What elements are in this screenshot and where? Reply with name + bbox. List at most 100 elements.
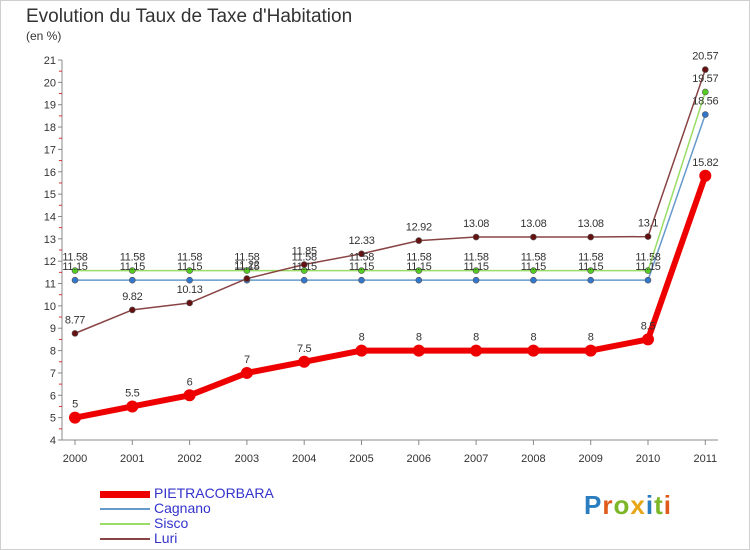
- legend-swatch: [100, 490, 150, 498]
- x-tick-label: 2007: [464, 453, 488, 465]
- data-label: 7: [244, 354, 250, 366]
- data-label: 11.58: [635, 252, 660, 264]
- data-label: 11.15: [292, 261, 317, 273]
- data-point: [587, 276, 595, 284]
- data-point: [129, 306, 136, 314]
- data-label: 9.82: [122, 291, 142, 303]
- data-point: [243, 267, 251, 274]
- legend-swatch: [100, 508, 150, 510]
- series-line-pietracorbara: [74, 174, 709, 421]
- x-tick-label: 2003: [235, 453, 259, 465]
- data-point: [530, 276, 537, 284]
- proxiti-logo: Proxiti: [584, 490, 672, 521]
- data-label: 11.15: [349, 261, 374, 273]
- data-label: 11.58: [521, 252, 546, 264]
- data-label: 11.85: [292, 246, 317, 258]
- y-tick-label: 18: [44, 122, 56, 134]
- x-tick-label: 2000: [63, 453, 87, 465]
- data-label: 11.15: [578, 261, 603, 273]
- y-tick-label: 15: [44, 189, 56, 201]
- data-label: 11.58: [349, 252, 374, 264]
- logo-letter: o: [613, 490, 631, 520]
- data-point: [71, 276, 79, 284]
- logo-letter: i: [663, 490, 672, 520]
- data-point: [186, 276, 193, 284]
- data-label: 11.58: [234, 252, 259, 264]
- data-point: [587, 267, 595, 274]
- x-tick-label: 2005: [349, 453, 373, 465]
- series-line-luri: [74, 69, 707, 335]
- chart-unit-label: (en %): [26, 29, 62, 43]
- data-label: 5: [72, 399, 78, 411]
- x-tick-label: 2008: [521, 453, 545, 465]
- data-point: [527, 344, 540, 357]
- data-label: 8: [530, 332, 536, 344]
- y-tick-label: 11: [45, 279, 56, 291]
- data-point: [186, 299, 193, 307]
- data-label: 8: [473, 332, 479, 344]
- series-line-sisco: [75, 91, 707, 272]
- data-point: [699, 169, 712, 182]
- data-point: [644, 233, 652, 240]
- data-label: 11.58: [406, 252, 431, 264]
- data-point: [644, 267, 652, 274]
- data-label: 11.58: [463, 252, 488, 264]
- data-point: [358, 250, 365, 258]
- logo-letter: i: [645, 490, 655, 520]
- data-label: 8.5: [641, 320, 656, 332]
- data-label: 12.92: [406, 222, 432, 234]
- legend-label: PIETRACORBARA: [154, 485, 274, 501]
- data-label: 5.5: [125, 387, 140, 399]
- data-point: [186, 267, 193, 274]
- data-label: 13.1: [638, 218, 658, 230]
- data-label: 8: [416, 332, 422, 344]
- y-tick-label: 8: [50, 346, 56, 358]
- x-tick-label: 2004: [292, 453, 316, 465]
- data-point: [701, 66, 709, 73]
- data-label: 12.33: [348, 235, 374, 247]
- data-point: [69, 411, 81, 424]
- data-label: 11.15: [635, 261, 660, 273]
- legend-label: Sisco: [154, 515, 189, 531]
- data-point: [642, 333, 654, 346]
- data-label: 11.15: [177, 261, 202, 273]
- series-line-cagnano: [75, 114, 707, 281]
- data-point: [644, 276, 652, 284]
- data-label: 8.77: [65, 314, 85, 326]
- data-point: [358, 267, 365, 274]
- x-tick-label: 2001: [120, 453, 144, 465]
- y-tick-label: 14: [44, 211, 56, 223]
- data-point: [129, 267, 136, 274]
- y-tick-label: 6: [50, 390, 56, 402]
- data-point: [240, 366, 253, 379]
- data-point: [300, 261, 308, 268]
- data-label: 11.58: [177, 252, 202, 264]
- data-label: 11.22: [234, 260, 259, 272]
- data-point: [126, 400, 139, 413]
- data-label: 6: [187, 376, 193, 388]
- y-tick-label: 13: [44, 234, 56, 246]
- logo-letter: t: [654, 490, 664, 520]
- data-point: [472, 276, 480, 284]
- data-point: [300, 276, 308, 284]
- data-label: 11.15: [521, 261, 546, 273]
- data-point: [358, 276, 365, 284]
- data-point: [530, 233, 537, 241]
- y-tick-label: 12: [44, 256, 56, 268]
- data-point: [472, 267, 480, 274]
- data-point: [587, 233, 595, 241]
- y-tick-label: 10: [44, 301, 56, 313]
- data-point: [415, 267, 423, 274]
- data-label: 11.58: [292, 252, 317, 264]
- legend-swatch: [100, 523, 150, 525]
- y-tick-label: 9: [50, 323, 56, 335]
- y-tick-label: 19: [44, 100, 56, 112]
- y-tick-label: 17: [44, 144, 56, 156]
- data-label: 11.15: [120, 261, 145, 273]
- data-label: 11.58: [578, 252, 603, 264]
- data-label: 11.15: [463, 261, 488, 273]
- data-point: [129, 276, 136, 284]
- x-tick-label: 2009: [578, 453, 602, 465]
- logo-letter: P: [584, 490, 603, 520]
